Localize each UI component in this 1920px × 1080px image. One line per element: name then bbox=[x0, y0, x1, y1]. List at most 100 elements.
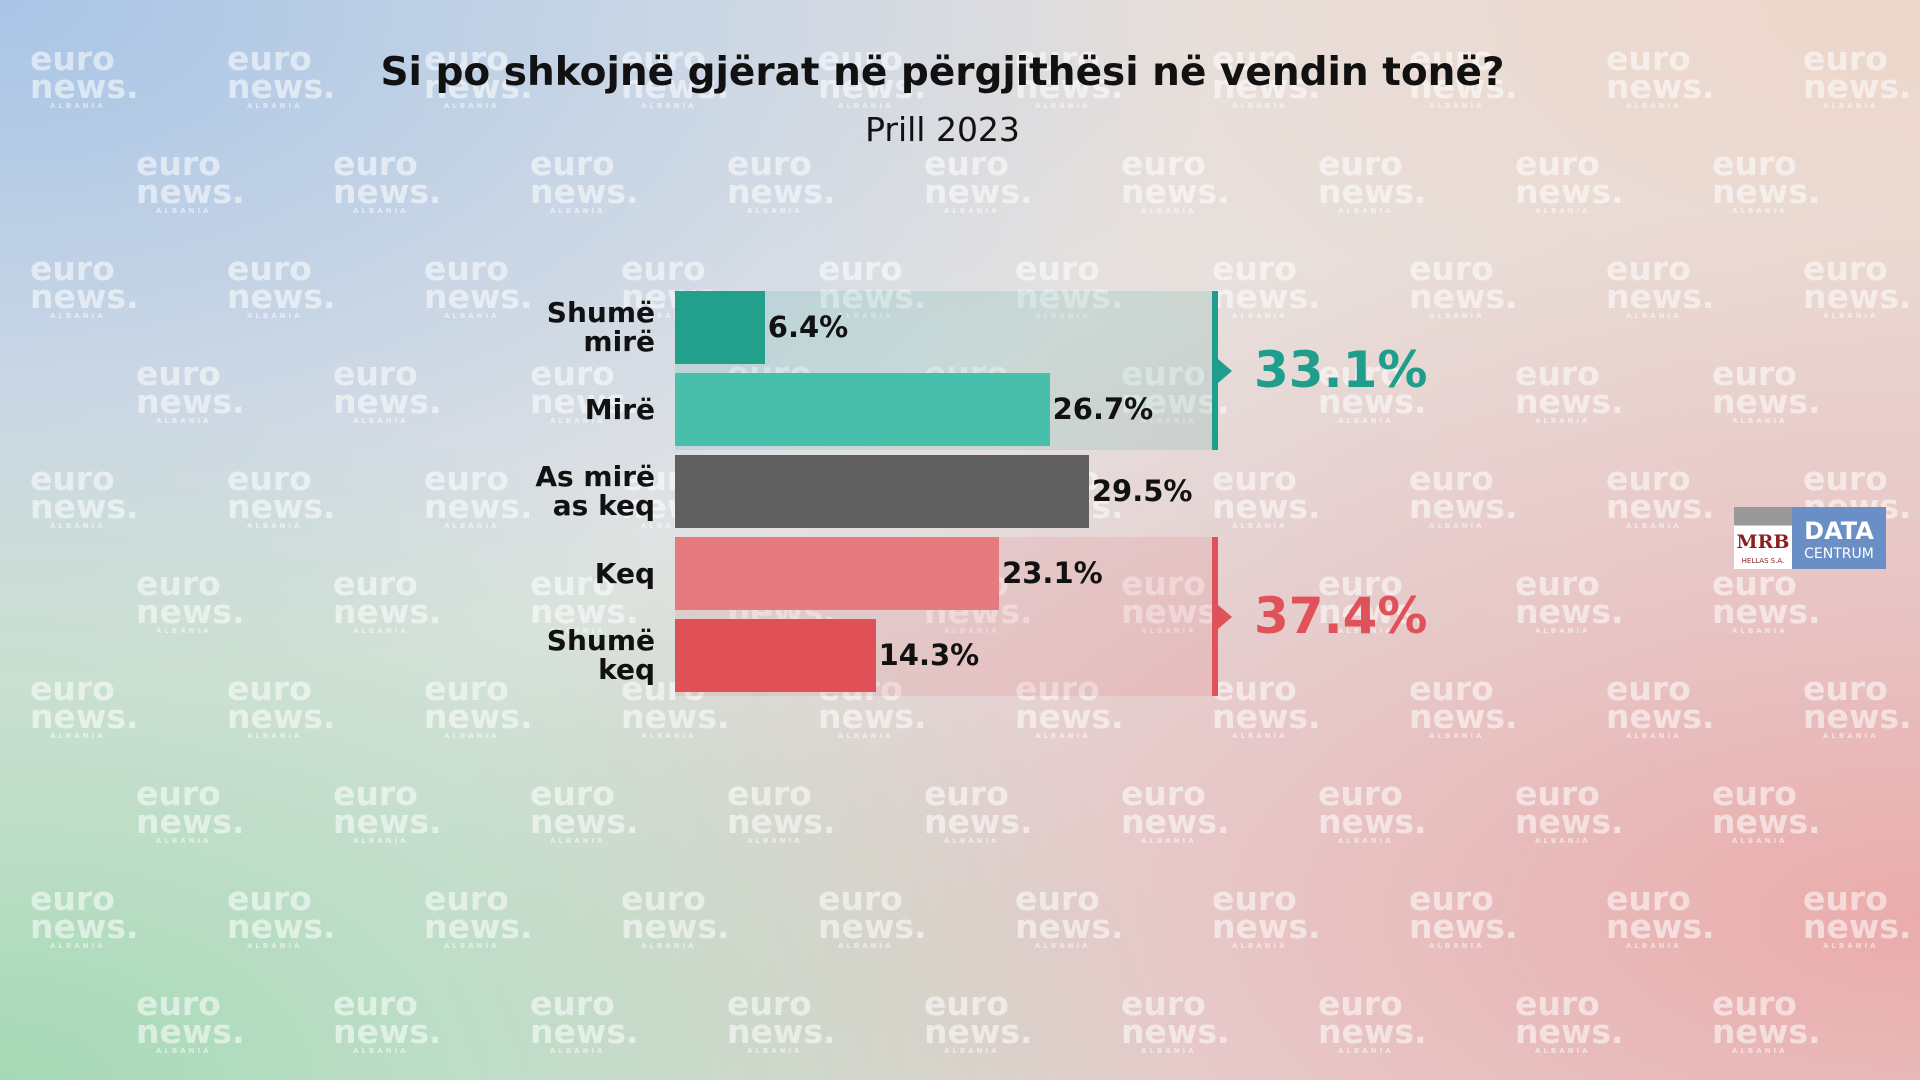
watermark-text: ALBANIA bbox=[1338, 837, 1394, 846]
watermark-text: news. bbox=[530, 172, 639, 212]
watermark-text: ALBANIA bbox=[1232, 312, 1288, 321]
watermark-text: news. bbox=[1212, 697, 1321, 737]
watermark-text: news. bbox=[136, 802, 245, 842]
watermark-text: ALBANIA bbox=[747, 207, 803, 216]
watermark-text: ALBANIA bbox=[1338, 207, 1394, 216]
watermark-text: ALBANIA bbox=[1141, 207, 1197, 216]
watermark-text: news. bbox=[1803, 697, 1912, 737]
watermark-text: news. bbox=[818, 277, 927, 317]
watermark-text: ALBANIA bbox=[444, 312, 500, 321]
category-label: Shumë mirë bbox=[546, 296, 655, 359]
watermark-text: euro bbox=[924, 774, 1009, 813]
watermark-text: ALBANIA bbox=[353, 417, 409, 426]
watermark-text: euro bbox=[1606, 879, 1691, 918]
watermark-text: euro bbox=[1515, 774, 1600, 813]
watermark-text: euro bbox=[1606, 39, 1691, 78]
watermark-text: euro bbox=[136, 564, 221, 603]
watermark-text: ALBANIA bbox=[1141, 417, 1197, 426]
watermark-text: ALBANIA bbox=[156, 207, 212, 216]
watermark-text: news. bbox=[136, 592, 245, 632]
watermark-text: news. bbox=[1606, 67, 1715, 107]
watermark-text: euro bbox=[30, 249, 115, 288]
value-label: 6.4% bbox=[767, 309, 849, 344]
watermark-text: news. bbox=[621, 697, 730, 737]
watermark-text: news. bbox=[1515, 592, 1624, 632]
watermark-text: euro bbox=[727, 774, 812, 813]
watermark-text: ALBANIA bbox=[1141, 1047, 1197, 1056]
watermark-text: news. bbox=[1212, 67, 1321, 107]
watermark-text: ALBANIA bbox=[1626, 102, 1682, 111]
watermark-text: ALBANIA bbox=[1141, 837, 1197, 846]
watermark-text: news. bbox=[1803, 277, 1912, 317]
watermark-text: euro bbox=[924, 984, 1009, 1023]
watermark-text: ALBANIA bbox=[1232, 522, 1288, 531]
logo-right-sub: CENTRUM bbox=[1804, 546, 1874, 562]
watermark-text: euro bbox=[227, 39, 312, 78]
watermark-text: euro bbox=[1015, 669, 1100, 708]
watermark-text: euro bbox=[424, 459, 509, 498]
group-bracket bbox=[1212, 537, 1218, 696]
watermark-text: euro bbox=[1515, 354, 1600, 393]
watermark-text: news. bbox=[1712, 592, 1821, 632]
watermark-text: euro bbox=[1712, 564, 1797, 603]
watermark-text: news. bbox=[1318, 592, 1427, 632]
watermark-text: euro bbox=[727, 984, 812, 1023]
watermark-text: ALBANIA bbox=[353, 837, 409, 846]
watermark-text: euro bbox=[227, 249, 312, 288]
watermark-text: euro bbox=[1803, 249, 1888, 288]
watermark-text: news. bbox=[1803, 907, 1912, 947]
watermark-text: euro bbox=[30, 459, 115, 498]
watermark-text: ALBANIA bbox=[641, 732, 697, 741]
watermark-text: euro bbox=[1121, 354, 1206, 393]
watermark-text: news. bbox=[424, 67, 533, 107]
watermark-text: euro bbox=[530, 354, 615, 393]
category-label: Keq bbox=[594, 557, 655, 590]
watermark-text: ALBANIA bbox=[1232, 102, 1288, 111]
group-total: 33.1% bbox=[1254, 340, 1428, 399]
watermark-text: euro bbox=[1212, 459, 1297, 498]
watermark-text: euro bbox=[1712, 984, 1797, 1023]
watermark-text: ALBANIA bbox=[1035, 732, 1091, 741]
watermark-text: news. bbox=[30, 907, 139, 947]
watermark-text: news. bbox=[30, 277, 139, 317]
watermark-text: euro bbox=[424, 39, 509, 78]
watermark-text: euro bbox=[530, 774, 615, 813]
watermark-text: euro bbox=[1606, 669, 1691, 708]
watermark-text: ALBANIA bbox=[1732, 627, 1788, 636]
watermark-text: news. bbox=[727, 1012, 836, 1052]
watermark-text: euro bbox=[1515, 564, 1600, 603]
watermark-text: news. bbox=[333, 382, 442, 422]
watermark-text: ALBANIA bbox=[944, 837, 1000, 846]
watermark-text: ALBANIA bbox=[747, 837, 803, 846]
watermark-text: news. bbox=[227, 907, 336, 947]
watermark-text: ALBANIA bbox=[444, 732, 500, 741]
watermark-text: euro bbox=[621, 249, 706, 288]
watermark-text: news. bbox=[530, 382, 639, 422]
watermark-text: ALBANIA bbox=[838, 102, 894, 111]
watermark-text: news. bbox=[1318, 802, 1427, 842]
watermark-text: euro bbox=[333, 144, 418, 183]
watermark-text: ALBANIA bbox=[1338, 1047, 1394, 1056]
watermark-text: ALBANIA bbox=[1338, 417, 1394, 426]
watermark-text: news. bbox=[1409, 67, 1518, 107]
